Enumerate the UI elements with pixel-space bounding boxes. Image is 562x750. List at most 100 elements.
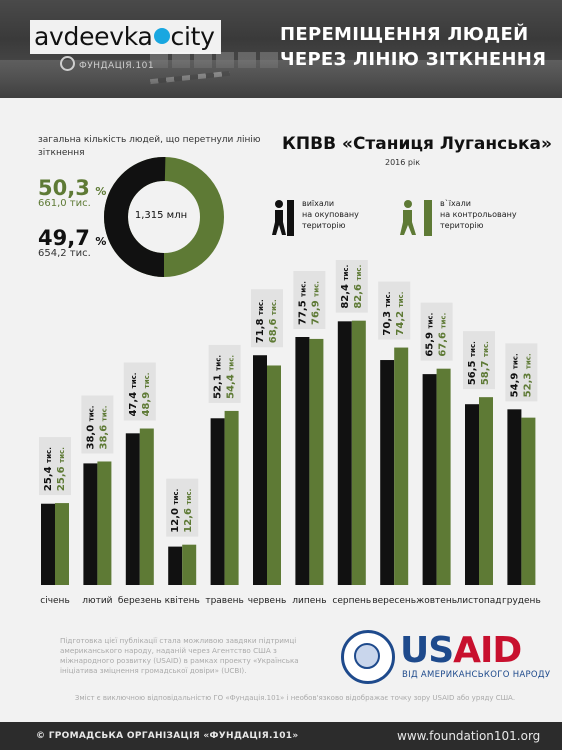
- legend-exit-person-icon: [272, 200, 294, 236]
- legend-entered-line: територію: [440, 221, 484, 230]
- month-label: липень: [292, 596, 326, 606]
- value-label-entered: 38,6 тис.: [98, 406, 109, 450]
- legend-exited-line: на окуповану: [302, 210, 359, 219]
- chart-year: 2016 рік: [385, 158, 421, 167]
- month-label: вересень: [372, 596, 416, 606]
- value-label-entered: 74,2 тис.: [395, 292, 406, 336]
- value-label-box: [123, 362, 156, 421]
- legend-exited-line: територію: [302, 221, 346, 230]
- chart-title: КПВВ «Станиця Луганська»: [282, 134, 552, 154]
- bar-entered: [55, 503, 69, 585]
- stat-exited-share: 50,3: [38, 176, 90, 200]
- bar-exited: [507, 409, 522, 585]
- website-link[interactable]: www.foundation101.org: [397, 729, 541, 743]
- bar-entered: [436, 368, 451, 585]
- value-label-entered: 67,6 тис.: [438, 313, 449, 357]
- brand-dot-icon: [153, 28, 170, 44]
- bar-entered: [182, 544, 197, 585]
- foundation-logo: ФУНДАЦІЯ.101: [60, 56, 154, 71]
- value-label-box: [208, 344, 241, 403]
- value-label-box: [166, 478, 199, 537]
- value-label-box: [335, 260, 368, 313]
- bar-exited: [380, 360, 395, 585]
- value-label-exited: 52,1 тис.: [213, 355, 224, 399]
- value-label-exited: 38,0 тис.: [85, 406, 96, 450]
- header-photo-road: [0, 60, 562, 98]
- brand-left: avdeevka: [34, 22, 153, 51]
- month-label: червень: [248, 596, 287, 606]
- usaid-logo: USAID: [400, 630, 522, 671]
- stat-entered-unit: %: [95, 235, 107, 248]
- usaid-tagline: ВІД АМЕРИКАНСЬКОГО НАРОДУ: [402, 670, 551, 680]
- value-label-entered: 48,9 тис.: [141, 373, 152, 417]
- bar-entered: [139, 428, 154, 585]
- bar-exited: [465, 404, 479, 585]
- value-label-entered: 68,6 тис.: [268, 299, 279, 343]
- bar-exited: [337, 321, 352, 585]
- value-label-exited: 12,0 тис.: [170, 489, 181, 533]
- value-label-box: [420, 302, 453, 361]
- month-label: січень: [40, 596, 70, 606]
- funding-notice: Підготовка цієї публікації стала можливо…: [60, 636, 299, 675]
- bar-exited: [83, 463, 98, 585]
- bar-exited: [253, 355, 267, 585]
- brand-right: city: [170, 22, 215, 51]
- stat-entered-share: 49,7: [38, 226, 90, 250]
- page-title: ПЕРЕМІЩЕННЯ ЛЮДЕЙ ЧЕРЕЗ ЛІНІЮ ЗІТКНЕННЯ: [280, 22, 550, 72]
- disclaimer: Зміст є виключною відповідальністю ГО «Ф…: [74, 694, 516, 702]
- legend-enter-person-icon: [400, 200, 432, 236]
- foundation-label: ФУНДАЦІЯ.101: [79, 61, 155, 71]
- month-label: серпень: [332, 596, 371, 606]
- value-label-exited: 54,9 тис.: [509, 353, 520, 397]
- value-label-entered: 12,6 тис.: [183, 489, 194, 533]
- usaid-seal-icon: [341, 630, 395, 684]
- stat-exited: 50,3 % 661,0 тис.: [38, 176, 106, 209]
- value-label-exited: 25,4 тис.: [43, 447, 54, 491]
- value-label-entered: 54,4 тис.: [226, 355, 237, 399]
- bar-entered: [521, 417, 536, 585]
- foundation-ring-icon: [60, 56, 75, 71]
- value-label-exited: 56,5 тис.: [467, 341, 478, 385]
- bottom-bar: [0, 722, 562, 750]
- value-label-exited: 47,4 тис.: [128, 373, 139, 417]
- month-label: лютий: [82, 596, 112, 606]
- value-label-exited: 65,9 тис.: [425, 313, 436, 357]
- value-label-box: [251, 289, 283, 348]
- bar-exited: [295, 337, 310, 585]
- header-banner: avdeevka city ФУНДАЦІЯ.101 ПЕРЕМІЩЕННЯ ЛЮ…: [0, 0, 562, 98]
- bar-entered: [479, 397, 493, 585]
- monthly-bar-chart: 25,4 тис.25,6 тис. січень 38,0 тис.38,6 ти…: [39, 260, 541, 606]
- avdeevka-city-logo[interactable]: avdeevka city: [30, 20, 221, 54]
- value-label-entered: 52,3 тис.: [522, 353, 533, 397]
- value-label-exited: 71,8 тис.: [255, 299, 266, 343]
- copyright: © ГРОМАДСЬКА ОРГАНІЗАЦІЯ «ФУНДАЦІЯ.101»: [36, 731, 299, 741]
- bar-entered: [224, 410, 239, 585]
- title-line-2: ЧЕРЕЗ ЛІНІЮ ЗІТКНЕННЯ: [280, 49, 547, 70]
- donut-slice-exited: [104, 157, 224, 277]
- legend-exited: виїхали на окуповану територію: [302, 198, 359, 231]
- month-label: березень: [118, 596, 162, 606]
- month-label: грудень: [502, 596, 541, 606]
- bar-exited: [168, 546, 183, 585]
- donut-total: 1,315 млн: [134, 210, 188, 221]
- legend-exited-line: виїхали: [302, 199, 335, 208]
- donut-chart: [104, 157, 224, 277]
- bar-exited: [210, 418, 225, 585]
- value-label-exited: 77,5 тис.: [297, 281, 308, 325]
- value-label-box: [505, 343, 538, 402]
- value-label-entered: 76,9 тис.: [310, 281, 321, 325]
- value-label-entered: 25,6 тис.: [56, 447, 67, 491]
- stat-entered: 49,7 % 654,2 тис.: [38, 226, 106, 259]
- legend-entered-line: в`їхали: [440, 199, 471, 208]
- value-label-box: [293, 271, 326, 329]
- bar-entered: [394, 347, 409, 585]
- usaid-logo-us: US: [400, 630, 454, 671]
- month-label: травень: [205, 596, 244, 606]
- month-label: листопад: [457, 596, 502, 606]
- value-label-box: [378, 281, 411, 340]
- value-label-entered: 58,7 тис.: [480, 341, 491, 385]
- usaid-seal-center: [354, 643, 380, 669]
- value-label-box: [81, 395, 114, 454]
- bar-entered: [351, 320, 366, 585]
